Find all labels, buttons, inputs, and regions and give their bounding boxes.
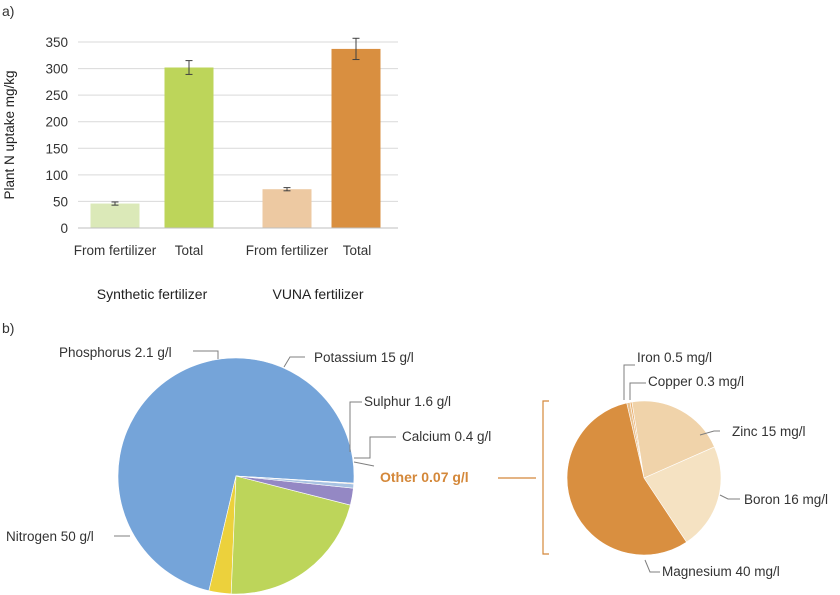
leader-line-calcium	[354, 436, 396, 459]
y-tick-labels: 0 50 100 150 200 250 300 350	[45, 35, 68, 236]
y-tick-label: 50	[53, 194, 68, 209]
error-bar-1-1	[352, 37, 360, 61]
leader-line-boron	[719, 494, 740, 500]
bar-label-synthetic-total: Total	[175, 243, 204, 258]
slice-label-zinc: Zinc 15 mg/l	[732, 424, 806, 439]
main-pie	[117, 357, 355, 595]
error-bars	[111, 37, 360, 206]
detail-pie	[566, 400, 722, 556]
error-bar-1-0	[283, 187, 291, 192]
group-label-vuna: VUNA fertilizer	[272, 286, 363, 302]
y-tick-label: 350	[45, 35, 68, 50]
y-tick-label: 0	[60, 221, 68, 236]
slice-label-sulphur: Sulphur 1.6 g/l	[364, 394, 451, 409]
pie-detail-slice-magnesium	[566, 402, 687, 556]
error-bar-0-1	[185, 60, 193, 75]
group-label-synthetic: Synthetic fertilizer	[97, 286, 208, 302]
slice-label-copper: Copper 0.3 mg/l	[648, 374, 744, 389]
leader-line-zinc	[699, 430, 720, 436]
y-tick-label: 250	[45, 88, 68, 103]
slice-label-boron: Boron 16 mg/l	[744, 492, 828, 507]
slice-label-phosphorus: Phosphorus 2.1 g/l	[59, 345, 172, 360]
pie-main-slice-potassium	[230, 475, 351, 595]
leader-line-phosphorus	[193, 350, 219, 359]
error-bar-0-0	[111, 201, 119, 206]
leader-line-sulphur	[349, 401, 362, 452]
bar-label-vuna-total: Total	[343, 243, 372, 258]
slice-label-nitrogen: Nitrogen 50 g/l	[6, 529, 94, 544]
gridlines	[78, 41, 398, 202]
pie-detail-slice-zinc	[631, 400, 715, 479]
bar-1-1	[331, 48, 381, 229]
bar-0-1	[164, 67, 214, 228]
bar-0-0	[90, 203, 140, 228]
slice-label-calcium: Calcium 0.4 g/l	[402, 429, 491, 444]
bar-label-synthetic-from-fertilizer: From fertilizer	[74, 243, 157, 258]
bar-label-vuna-from-fertilizer: From fertilizer	[246, 243, 329, 258]
leader-line-iron	[623, 364, 635, 400]
bar-1-0	[262, 189, 312, 228]
panel-label-a: a)	[2, 3, 14, 19]
y-tick-label: 200	[45, 115, 68, 130]
slice-label-other: Other 0.07 g/l	[380, 469, 469, 485]
pie-main-slice-other	[235, 475, 355, 485]
y-axis-title: Plant N uptake mg/kg	[2, 70, 17, 199]
y-tick-label: 300	[45, 62, 68, 77]
leader-line-other	[353, 461, 375, 467]
slice-label-iron: Iron 0.5 mg/l	[637, 350, 712, 365]
panel-label-b: b)	[2, 320, 14, 336]
slice-label-potassium: Potassium 15 g/l	[314, 350, 414, 365]
leader-line-potassium	[283, 356, 305, 368]
other-bracket	[542, 400, 549, 555]
y-tick-label: 100	[45, 168, 68, 183]
slice-label-magnesium: Magnesium 40 mg/l	[662, 564, 780, 579]
pie-main-slice-nitrogen	[117, 357, 355, 592]
leader-line-copper	[629, 382, 646, 400]
bars	[90, 48, 381, 229]
leader-line-magnesium	[644, 559, 660, 573]
y-tick-label: 150	[45, 141, 68, 156]
pie-detail-slice-boron	[643, 446, 722, 543]
